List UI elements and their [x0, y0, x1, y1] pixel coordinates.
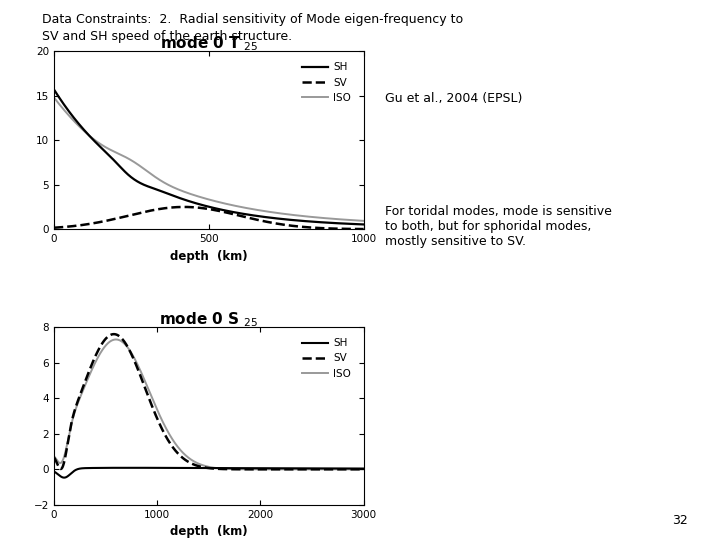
- X-axis label: depth  (km): depth (km): [170, 525, 248, 538]
- X-axis label: depth  (km): depth (km): [170, 249, 248, 262]
- Text: Gu et al., 2004 (EPSL): Gu et al., 2004 (EPSL): [385, 92, 523, 105]
- Title: $\mathbf{mode\ 0\ S}$$\ _{25}$: $\mathbf{mode\ 0\ S}$$\ _{25}$: [159, 310, 258, 329]
- Title: $\mathbf{mode\ 0\ T}$$\ _{25}$: $\mathbf{mode\ 0\ T}$$\ _{25}$: [160, 35, 258, 53]
- Legend: SH, SV, ISO: SH, SV, ISO: [298, 58, 355, 107]
- Legend: SH, SV, ISO: SH, SV, ISO: [298, 334, 355, 383]
- Text: Data Constraints:  2.  Radial sensitivity of Mode eigen-frequency to: Data Constraints: 2. Radial sensitivity …: [42, 14, 463, 26]
- Text: 32: 32: [672, 514, 688, 526]
- Text: SV and SH speed of the earth structure.: SV and SH speed of the earth structure.: [42, 30, 292, 43]
- Text: For toridal modes, mode is sensitive
to both, but for sphoridal modes,
mostly se: For toridal modes, mode is sensitive to …: [385, 205, 612, 248]
